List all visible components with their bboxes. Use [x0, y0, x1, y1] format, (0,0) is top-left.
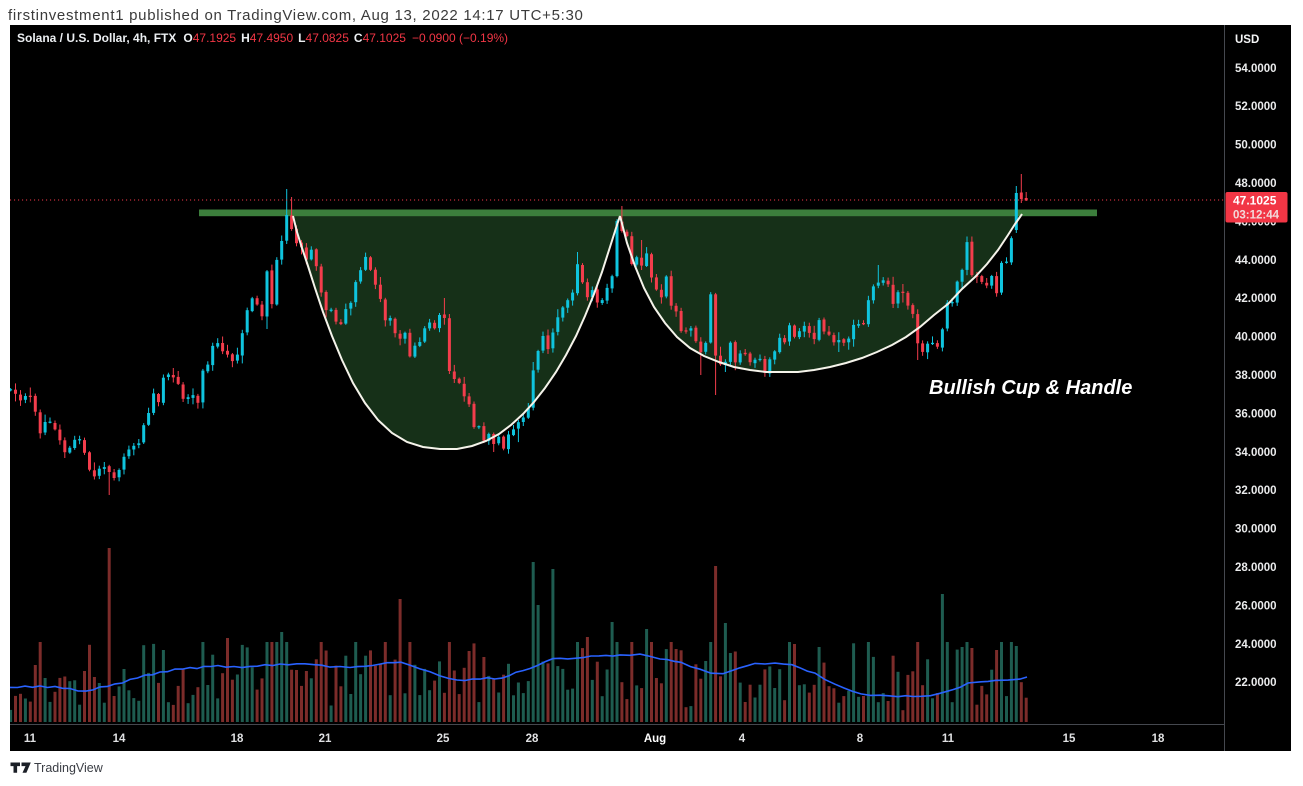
svg-text:28.0000: 28.0000 [1235, 562, 1277, 574]
svg-text:36.0000: 36.0000 [1235, 408, 1277, 420]
svg-text:15: 15 [1063, 733, 1076, 745]
svg-text:14: 14 [113, 733, 126, 745]
svg-text:54.0000: 54.0000 [1235, 63, 1277, 75]
svg-text:24.0000: 24.0000 [1235, 639, 1277, 651]
svg-text:48.0000: 48.0000 [1235, 178, 1277, 190]
svg-text:25: 25 [437, 733, 450, 745]
svg-text:30.0000: 30.0000 [1235, 524, 1277, 536]
svg-text:18: 18 [1152, 733, 1165, 745]
svg-text:4: 4 [739, 733, 746, 745]
svg-text:22.0000: 22.0000 [1235, 677, 1277, 689]
svg-text:42.0000: 42.0000 [1235, 293, 1277, 305]
svg-text:Aug: Aug [644, 733, 666, 745]
svg-text:52.0000: 52.0000 [1235, 101, 1277, 113]
svg-text:TradingView: TradingView [34, 761, 104, 775]
svg-text:11: 11 [942, 733, 955, 745]
svg-text:11: 11 [24, 733, 37, 745]
svg-text:50.0000: 50.0000 [1235, 140, 1277, 152]
svg-text:32.0000: 32.0000 [1235, 485, 1277, 497]
svg-text:21: 21 [319, 733, 332, 745]
svg-text:38.0000: 38.0000 [1235, 370, 1277, 382]
svg-text:28: 28 [526, 733, 539, 745]
svg-text:44.0000: 44.0000 [1235, 255, 1277, 267]
svg-text:8: 8 [857, 733, 864, 745]
svg-text:40.0000: 40.0000 [1235, 332, 1277, 344]
svg-text:47.1025: 47.1025 [1233, 194, 1277, 208]
svg-text:firstinvestment1 published on: firstinvestment1 published on TradingVie… [8, 7, 584, 24]
svg-text:34.0000: 34.0000 [1235, 447, 1277, 459]
svg-text:03:12:44: 03:12:44 [1233, 210, 1280, 222]
svg-text:USD: USD [1235, 34, 1259, 46]
svg-text:18: 18 [231, 733, 244, 745]
svg-text:Bullish Cup & Handle: Bullish Cup & Handle [929, 377, 1132, 399]
svg-text:26.0000: 26.0000 [1235, 600, 1277, 612]
